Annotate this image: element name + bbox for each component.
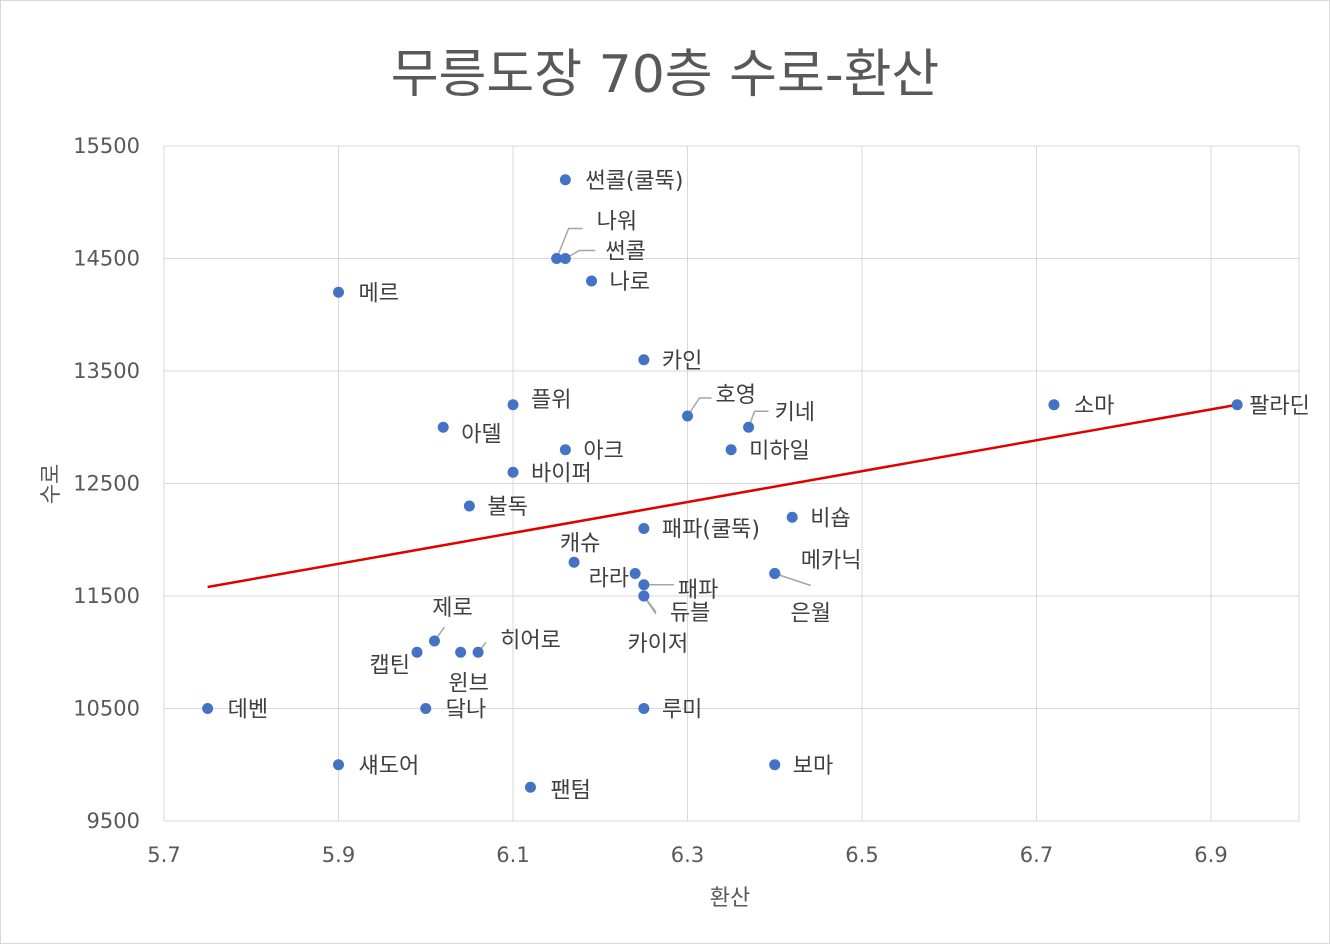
y-tick-label: 15500 (73, 134, 140, 158)
data-point (629, 568, 641, 579)
x-tick-label: 6.3 (671, 843, 704, 867)
data-point (333, 759, 344, 771)
data-label: 아크 (583, 439, 623, 464)
data-label: 팬텀 (550, 778, 590, 803)
data-label: 메르 (359, 281, 399, 306)
data-point (455, 646, 467, 658)
data-label: 닼나 (446, 698, 486, 723)
data-label: 데벤 (228, 698, 268, 723)
data-label: 은월 (791, 602, 831, 627)
data-point (524, 781, 536, 793)
data-label: 나워 (597, 210, 637, 235)
data-label: 히어로 (500, 628, 561, 653)
y-tick-label: 14500 (73, 247, 140, 271)
data-point (638, 579, 650, 591)
data-label: 캐슈 (560, 531, 600, 556)
data-point (786, 511, 798, 523)
data-label: 패파(쿨뚝) (662, 518, 760, 543)
data-label: 섀도어 (359, 754, 420, 779)
x-tick-label: 5.7 (147, 843, 180, 867)
data-point (1231, 399, 1243, 411)
data-label: 루미 (662, 698, 702, 723)
data-point (559, 174, 571, 186)
data-point (769, 759, 781, 771)
data-label: 썬콜 (605, 240, 645, 265)
data-label: 메카닉 (801, 549, 862, 574)
leader-line (555, 227, 583, 259)
data-label: 라라 (589, 567, 629, 592)
data-points (202, 174, 1243, 793)
y-tick-label: 11500 (73, 584, 140, 608)
x-tick-label: 6.5 (845, 843, 878, 867)
data-point (725, 444, 737, 456)
data-label: 나로 (610, 270, 650, 295)
chart-title: 무릉도장 70층 수로-환산 (391, 45, 940, 105)
x-tick-label: 5.9 (322, 843, 355, 867)
data-label: 소마 (1074, 394, 1114, 419)
data-label: 썬콜(쿨뚝) (585, 169, 683, 194)
leader-line (686, 397, 712, 417)
data-point (586, 275, 598, 287)
x-tick-label: 6.7 (1020, 843, 1053, 867)
y-tick-label: 13500 (73, 359, 140, 383)
data-point (551, 253, 563, 264)
data-label: 패파 (678, 578, 718, 603)
data-label: 보마 (793, 754, 833, 779)
data-point (333, 286, 344, 298)
data-label: 팔라딘 (1249, 394, 1310, 419)
y-tick-label: 9500 (87, 809, 140, 833)
data-label: 캡틴 (370, 653, 410, 678)
data-point (559, 444, 571, 456)
data-point (682, 410, 693, 422)
data-point (202, 703, 214, 714)
data-point (638, 354, 650, 366)
y-tick-label: 10500 (73, 697, 140, 721)
data-point (428, 635, 440, 647)
data-point (638, 590, 650, 602)
data-point (743, 421, 755, 433)
data-point (507, 466, 519, 478)
data-point (507, 399, 519, 411)
x-axis-label: 환산 (710, 886, 750, 911)
leader-line (774, 572, 811, 587)
trendline (207, 403, 1238, 589)
data-label: 비숍 (810, 506, 850, 531)
leader-line (747, 410, 769, 428)
y-tick-label: 12500 (73, 472, 140, 496)
data-label: 불독 (487, 495, 527, 520)
data-point (769, 568, 781, 579)
data-label: 카인 (662, 349, 702, 374)
data-point (638, 523, 650, 534)
data-point (559, 253, 571, 264)
data-label: 아델 (461, 422, 501, 447)
data-label: 윈브 (448, 671, 488, 696)
data-label: 플위 (531, 388, 571, 413)
data-point (411, 646, 423, 658)
y-axis-label: 수로 (39, 464, 64, 504)
data-label: 호영 (716, 383, 756, 408)
data-label: 바이퍼 (531, 461, 592, 486)
x-tick-label: 6.9 (1194, 843, 1227, 867)
data-point (638, 703, 650, 714)
data-point (463, 500, 475, 512)
data-point (437, 421, 449, 433)
data-label: 제로 (432, 596, 472, 621)
data-label: 미하일 (749, 439, 810, 464)
tick-labels: 9500 10500 11500 12500 13500 14500 15500 5.7 5.9… (73, 134, 1228, 867)
trendline-segment (207, 403, 1238, 589)
data-point (472, 646, 484, 658)
data-label: 카이저 (628, 632, 689, 657)
data-point (568, 556, 580, 568)
grid-lines (163, 145, 1300, 822)
data-label: 키네 (775, 400, 815, 425)
data-label: 듀블 (670, 601, 710, 626)
data-point (420, 703, 432, 714)
x-tick-label: 6.1 (496, 843, 529, 867)
data-point (1048, 399, 1060, 411)
